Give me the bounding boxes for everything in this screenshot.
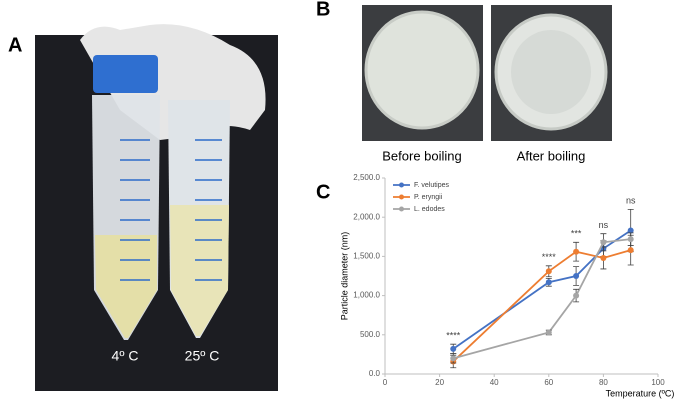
significance-label: **** <box>446 331 461 341</box>
legend-label: F. velutipes <box>414 182 450 189</box>
data-point <box>450 355 457 362</box>
legend-marker <box>399 206 404 212</box>
tube-label: 25º C <box>185 348 220 364</box>
x-tick-label: 100 <box>651 378 665 387</box>
y-tick-label: 0.0 <box>369 369 381 378</box>
y-axis-label: Particle diameter (nm) <box>339 232 349 321</box>
y-tick-label: 2,000.0 <box>353 212 380 221</box>
legend-label: L. edodes <box>414 206 445 213</box>
tube-label: 4º C <box>112 348 139 364</box>
significance-label: ns <box>599 220 609 230</box>
data-point <box>627 236 634 243</box>
data-point <box>627 247 634 254</box>
y-tick-label: 1,000.0 <box>353 291 380 300</box>
x-tick-label: 0 <box>383 378 388 387</box>
legend-marker <box>399 194 404 200</box>
data-point <box>573 273 580 279</box>
panel-label: B <box>316 0 330 20</box>
x-axis-label: Temperature (ºC) <box>606 388 675 398</box>
data-point <box>600 254 607 261</box>
dish-caption: After boiling <box>517 148 586 163</box>
data-point <box>545 268 552 275</box>
data-point <box>545 329 552 336</box>
y-tick-label: 1,500.0 <box>353 252 380 261</box>
data-point <box>450 345 457 352</box>
significance-label: **** <box>542 252 557 262</box>
data-point <box>573 248 580 255</box>
significance-label: ns <box>626 196 636 206</box>
data-point <box>545 279 552 286</box>
data-point <box>573 292 580 299</box>
x-tick-label: 20 <box>435 378 444 387</box>
dish-caption: Before boiling <box>382 148 462 163</box>
panel-label: A <box>8 34 22 56</box>
legend-label: P. eryngii <box>414 194 443 201</box>
tube-photo: 4º C 25º C <box>35 24 278 391</box>
data-point <box>627 227 634 234</box>
x-tick-label: 60 <box>544 378 553 387</box>
panel-label: C <box>316 181 330 203</box>
significance-label: *** <box>571 229 582 239</box>
x-tick-label: 40 <box>490 378 499 387</box>
legend-marker <box>399 182 404 188</box>
series-line <box>452 249 631 363</box>
y-tick-label: 2,500.0 <box>353 173 380 182</box>
x-tick-label: 80 <box>599 378 608 387</box>
y-tick-label: 500.0 <box>360 330 381 339</box>
data-point <box>600 239 607 246</box>
line-chart: 0.0 500.0 1,000.0 1,500.0 2,000.0 2,500.0 0 20 4… <box>339 173 674 398</box>
dish-photo <box>362 5 612 141</box>
